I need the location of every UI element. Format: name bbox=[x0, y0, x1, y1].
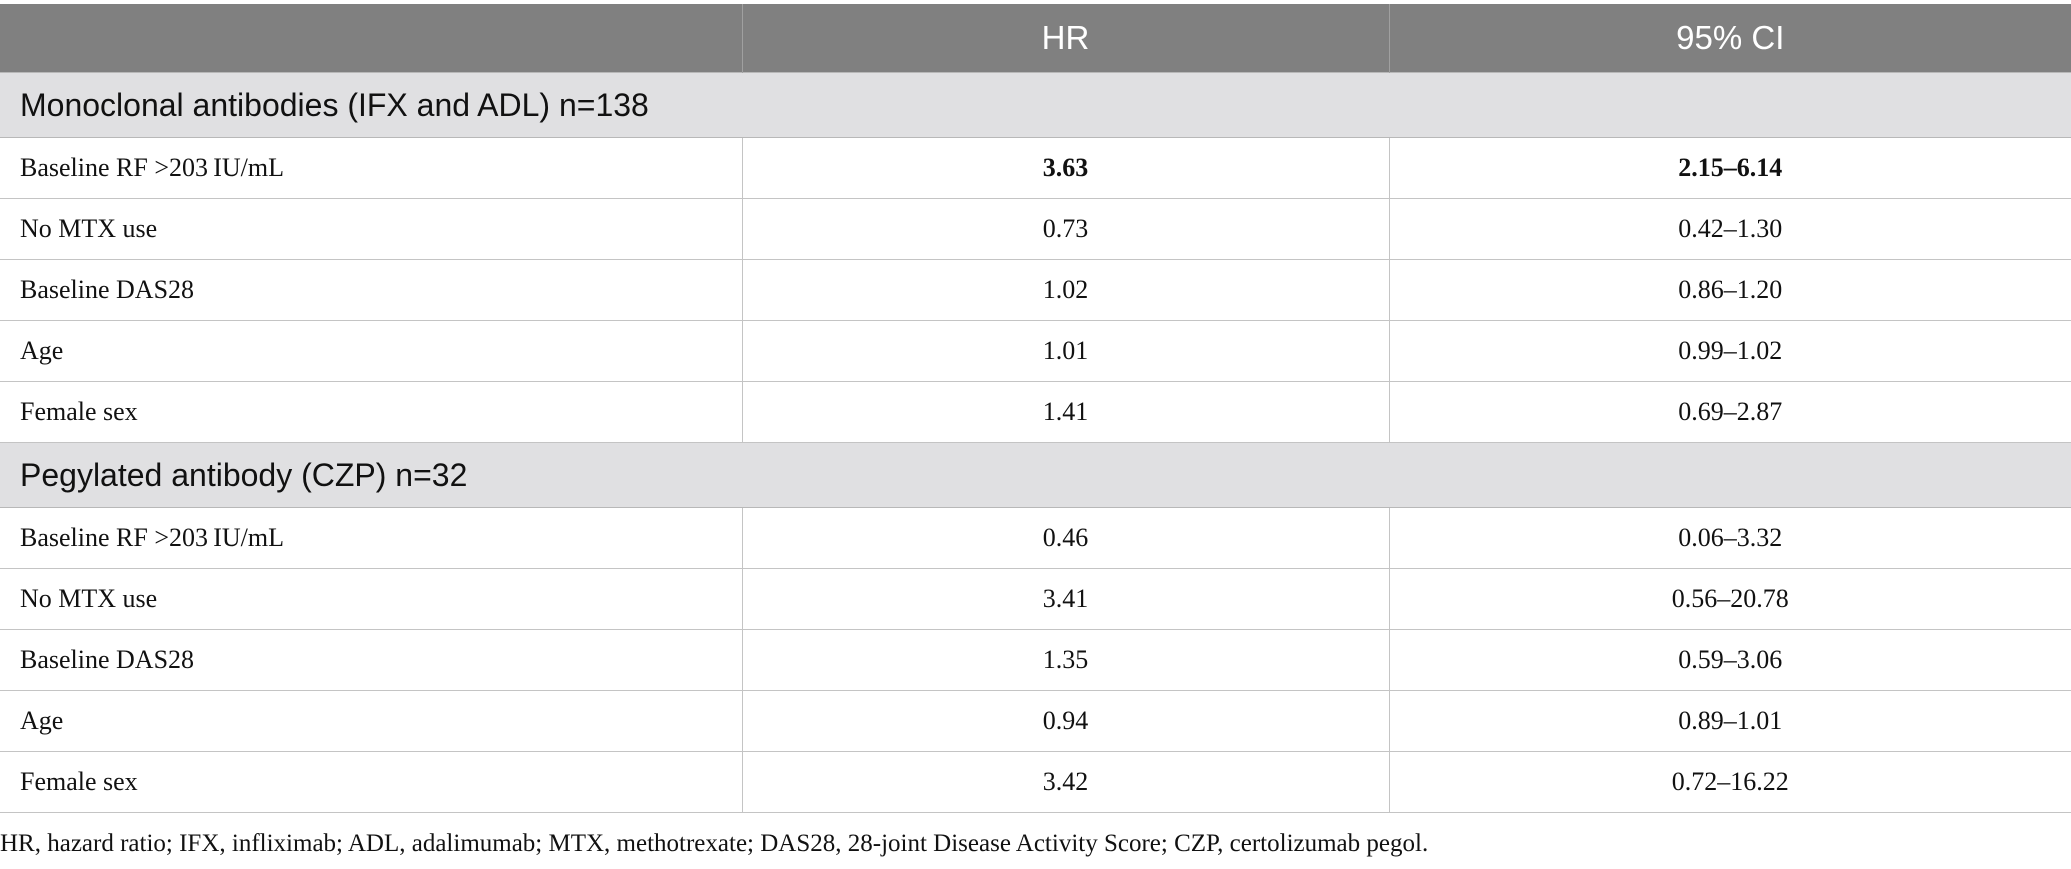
table-row: Baseline RF >203 IU/mL 0.46 0.06–3.32 bbox=[0, 507, 2071, 569]
group-title: Pegylated antibody (CZP) n=32 bbox=[0, 442, 2071, 508]
row-ci: 0.42–1.30 bbox=[1388, 198, 2071, 260]
header-hr: HR bbox=[741, 4, 1389, 73]
group-row-monoclonal: Monoclonal antibodies (IFX and ADL) n=13… bbox=[0, 72, 2071, 138]
row-hr: 3.42 bbox=[741, 751, 1390, 813]
table-footnote: HR, hazard ratio; IFX, infliximab; ADL, … bbox=[0, 830, 1429, 857]
row-label: Baseline RF >203 IU/mL bbox=[0, 137, 743, 199]
row-label: No MTX use bbox=[0, 568, 743, 630]
hazard-ratio-table: HR 95% CI Monoclonal antibodies (IFX and… bbox=[0, 4, 2071, 813]
table-row: No MTX use 3.41 0.56–20.78 bbox=[0, 568, 2071, 630]
row-label: Female sex bbox=[0, 381, 743, 443]
row-hr: 1.41 bbox=[741, 381, 1390, 443]
row-label: Age bbox=[0, 320, 743, 382]
group-row-pegylated: Pegylated antibody (CZP) n=32 bbox=[0, 442, 2071, 508]
table-row: Age 0.94 0.89–1.01 bbox=[0, 690, 2071, 752]
row-hr: 3.41 bbox=[741, 568, 1390, 630]
row-ci: 2.15–6.14 bbox=[1388, 137, 2071, 199]
results-table-container: HR 95% CI Monoclonal antibodies (IFX and… bbox=[0, 4, 2071, 813]
row-hr: 3.63 bbox=[741, 137, 1390, 199]
table-row: Baseline RF >203 IU/mL 3.63 2.15–6.14 bbox=[0, 137, 2071, 199]
row-ci: 0.72–16.22 bbox=[1388, 751, 2071, 813]
table-row: Female sex 3.42 0.72–16.22 bbox=[0, 751, 2071, 813]
header-row: HR 95% CI bbox=[0, 4, 2071, 73]
row-ci: 0.06–3.32 bbox=[1388, 507, 2071, 569]
header-ci: 95% CI bbox=[1388, 4, 2071, 73]
row-label: Baseline RF >203 IU/mL bbox=[0, 507, 743, 569]
row-label: No MTX use bbox=[0, 198, 743, 260]
group-title: Monoclonal antibodies (IFX and ADL) n=13… bbox=[0, 72, 2071, 138]
row-ci: 0.56–20.78 bbox=[1388, 568, 2071, 630]
row-hr: 1.02 bbox=[741, 259, 1390, 321]
table-body: Monoclonal antibodies (IFX and ADL) n=13… bbox=[0, 72, 2071, 813]
table-header: HR 95% CI bbox=[0, 4, 2071, 73]
table-row: Baseline DAS28 1.35 0.59–3.06 bbox=[0, 629, 2071, 691]
table-row: Age 1.01 0.99–1.02 bbox=[0, 320, 2071, 382]
table-row: No MTX use 0.73 0.42–1.30 bbox=[0, 198, 2071, 260]
row-label: Female sex bbox=[0, 751, 743, 813]
row-ci: 0.59–3.06 bbox=[1388, 629, 2071, 691]
row-ci: 0.69–2.87 bbox=[1388, 381, 2071, 443]
row-ci: 0.89–1.01 bbox=[1388, 690, 2071, 752]
header-variable bbox=[0, 4, 742, 73]
row-hr: 1.01 bbox=[741, 320, 1390, 382]
row-hr: 1.35 bbox=[741, 629, 1390, 691]
table-row: Baseline DAS28 1.02 0.86–1.20 bbox=[0, 259, 2071, 321]
row-ci: 0.99–1.02 bbox=[1388, 320, 2071, 382]
row-hr: 0.73 bbox=[741, 198, 1390, 260]
row-label: Baseline DAS28 bbox=[0, 629, 743, 691]
row-label: Baseline DAS28 bbox=[0, 259, 743, 321]
table-row: Female sex 1.41 0.69–2.87 bbox=[0, 381, 2071, 443]
row-hr: 0.46 bbox=[741, 507, 1390, 569]
row-ci: 0.86–1.20 bbox=[1388, 259, 2071, 321]
row-label: Age bbox=[0, 690, 743, 752]
row-hr: 0.94 bbox=[741, 690, 1390, 752]
